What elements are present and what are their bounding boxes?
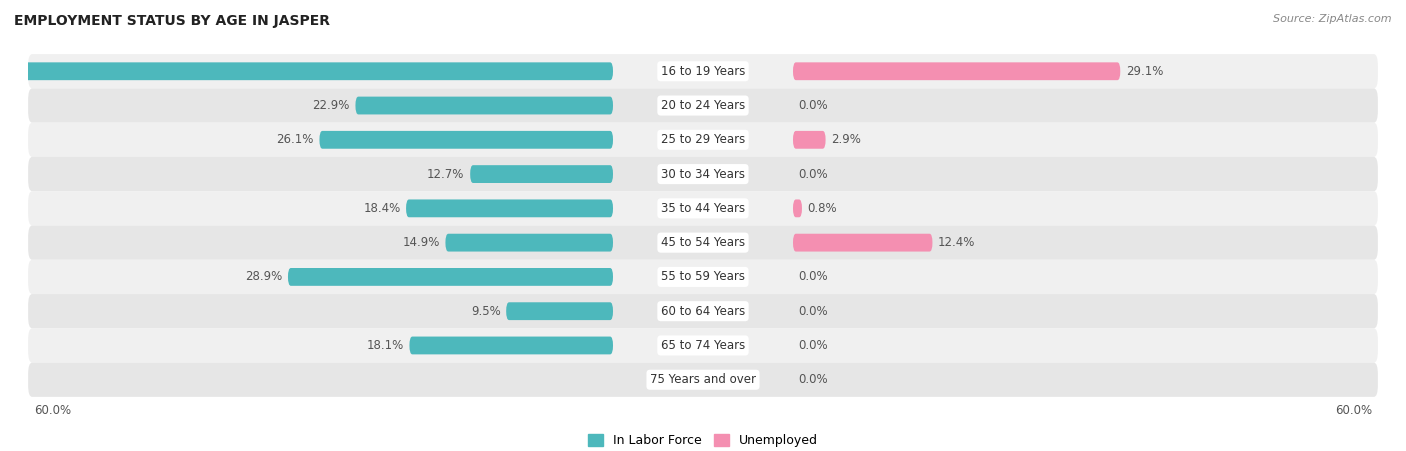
FancyBboxPatch shape (793, 234, 932, 252)
Text: 18.1%: 18.1% (367, 339, 404, 352)
Text: 60 to 64 Years: 60 to 64 Years (661, 305, 745, 318)
FancyBboxPatch shape (28, 123, 1378, 157)
Text: 29.1%: 29.1% (1126, 65, 1163, 78)
Text: 60.0%: 60.0% (1336, 405, 1372, 418)
Text: 25 to 29 Years: 25 to 29 Years (661, 133, 745, 146)
FancyBboxPatch shape (470, 165, 613, 183)
FancyBboxPatch shape (793, 199, 801, 217)
Text: 18.4%: 18.4% (363, 202, 401, 215)
FancyBboxPatch shape (28, 260, 1378, 294)
FancyBboxPatch shape (28, 363, 1378, 397)
FancyBboxPatch shape (28, 88, 1378, 123)
Text: 0.0%: 0.0% (799, 271, 828, 283)
Text: 0.8%: 0.8% (807, 202, 837, 215)
Text: Source: ZipAtlas.com: Source: ZipAtlas.com (1274, 14, 1392, 23)
Text: 28.9%: 28.9% (245, 271, 283, 283)
Text: 65 to 74 Years: 65 to 74 Years (661, 339, 745, 352)
FancyBboxPatch shape (793, 62, 1121, 80)
Text: 16 to 19 Years: 16 to 19 Years (661, 65, 745, 78)
Text: 57.9%: 57.9% (0, 65, 14, 78)
FancyBboxPatch shape (28, 226, 1378, 260)
Text: 0.0%: 0.0% (799, 168, 828, 180)
Text: EMPLOYMENT STATUS BY AGE IN JASPER: EMPLOYMENT STATUS BY AGE IN JASPER (14, 14, 330, 28)
Text: 9.5%: 9.5% (471, 305, 501, 318)
FancyBboxPatch shape (406, 199, 613, 217)
Text: 20 to 24 Years: 20 to 24 Years (661, 99, 745, 112)
Text: 0.0%: 0.0% (799, 99, 828, 112)
FancyBboxPatch shape (28, 54, 1378, 88)
Text: 0.0%: 0.0% (799, 373, 828, 386)
Text: 14.9%: 14.9% (402, 236, 440, 249)
FancyBboxPatch shape (793, 131, 825, 149)
FancyBboxPatch shape (319, 131, 613, 149)
FancyBboxPatch shape (28, 294, 1378, 328)
Text: 22.9%: 22.9% (312, 99, 350, 112)
Text: 0.0%: 0.0% (799, 305, 828, 318)
Text: 12.4%: 12.4% (938, 236, 976, 249)
FancyBboxPatch shape (409, 336, 613, 354)
Text: 12.7%: 12.7% (427, 168, 464, 180)
Text: 30 to 34 Years: 30 to 34 Years (661, 168, 745, 180)
FancyBboxPatch shape (28, 191, 1378, 226)
FancyBboxPatch shape (28, 328, 1378, 363)
FancyBboxPatch shape (506, 302, 613, 320)
FancyBboxPatch shape (28, 157, 1378, 191)
Text: 75 Years and over: 75 Years and over (650, 373, 756, 386)
Text: 35 to 44 Years: 35 to 44 Years (661, 202, 745, 215)
Legend: In Labor Force, Unemployed: In Labor Force, Unemployed (583, 429, 823, 451)
FancyBboxPatch shape (446, 234, 613, 252)
FancyBboxPatch shape (288, 268, 613, 286)
Text: 26.1%: 26.1% (277, 133, 314, 146)
FancyBboxPatch shape (356, 97, 613, 115)
Text: 60.0%: 60.0% (34, 405, 70, 418)
Text: 2.9%: 2.9% (831, 133, 860, 146)
Text: 45 to 54 Years: 45 to 54 Years (661, 236, 745, 249)
Text: 55 to 59 Years: 55 to 59 Years (661, 271, 745, 283)
Text: 0.0%: 0.0% (799, 339, 828, 352)
FancyBboxPatch shape (0, 62, 613, 80)
